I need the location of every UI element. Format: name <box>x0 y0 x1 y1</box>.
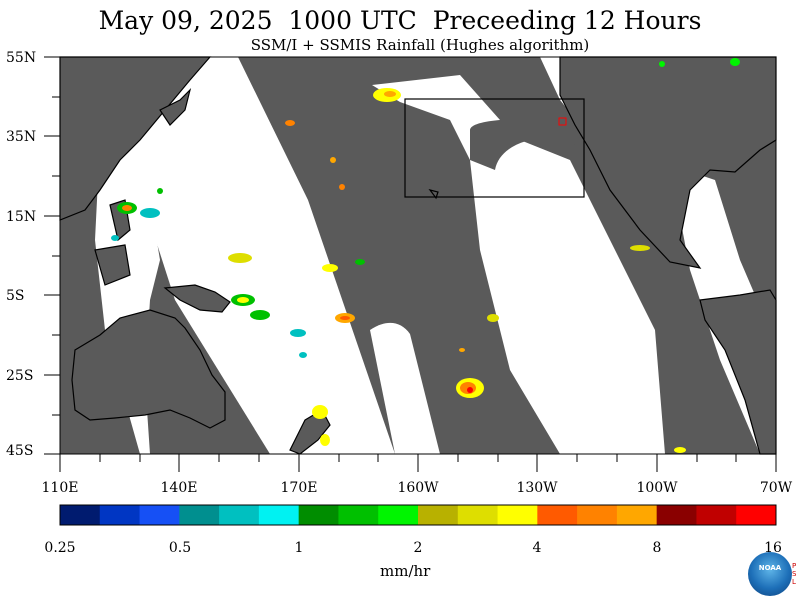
rain-patch <box>228 253 252 263</box>
rain-patch <box>467 387 473 393</box>
rain-patch <box>111 235 119 241</box>
colorbar-swatch <box>99 505 141 525</box>
rain-patch <box>674 447 686 453</box>
lon-label: 170E <box>280 480 318 496</box>
map-subtitle: SSM/I + SSMIS Rainfall (Hughes algorithm… <box>250 36 590 54</box>
colorbar-swatch <box>616 505 658 525</box>
colorbar-swatch <box>736 505 777 525</box>
rain-patch <box>250 310 270 320</box>
colorbar-swatch <box>179 505 220 525</box>
map-title: May 09, 2025 1000 UTC Preceeding 12 Hour… <box>98 6 702 35</box>
rain-patch <box>730 58 740 66</box>
rain-patch <box>157 188 163 194</box>
rain-patch <box>459 348 465 352</box>
colorbar-tick: 0.5 <box>168 540 192 556</box>
colorbar-swatch <box>338 505 379 525</box>
colorbar-frame <box>59 504 777 526</box>
rain-patch <box>285 120 295 126</box>
colorbar-swatch <box>298 505 339 525</box>
rain-patch <box>339 184 345 190</box>
colorbar-swatch <box>219 505 260 525</box>
rain-patch <box>299 352 307 358</box>
rainfall-patches <box>111 58 740 453</box>
rain-patch <box>630 245 650 251</box>
new-guinea <box>163 284 231 313</box>
colorbar-swatch <box>577 505 618 525</box>
rain-patch <box>330 157 336 163</box>
lat-label: 45S <box>6 443 34 459</box>
lon-label: 110E <box>41 480 79 496</box>
rain-patch <box>140 208 160 218</box>
north-america <box>559 56 777 269</box>
rain-patch <box>312 405 328 419</box>
rain-patch <box>320 434 330 446</box>
rain-patch <box>290 329 306 337</box>
lon-label: 160W <box>397 480 439 496</box>
lat-label: 55N <box>6 50 37 66</box>
colorbar-swatch <box>537 505 578 525</box>
lat-label: 25S <box>6 368 34 384</box>
land-masses <box>59 56 777 455</box>
colorbar-tick: 0.25 <box>44 540 76 556</box>
rain-patch <box>355 259 365 265</box>
location-marker <box>558 117 567 126</box>
colorbar-swatch <box>418 505 459 525</box>
colorbar-swatch <box>696 505 737 525</box>
swath-4 <box>372 75 665 454</box>
swath-5 <box>232 233 355 454</box>
rain-patch <box>487 314 499 322</box>
colorbar-swatch <box>378 505 419 525</box>
axis-ticks <box>44 56 777 472</box>
colorbar-swatch <box>457 505 499 525</box>
lon-label: 70W <box>759 480 793 496</box>
colorbar-swatch <box>258 505 300 525</box>
colorbar-swatch <box>656 505 697 525</box>
borneo <box>94 244 131 286</box>
noaa-logo: NOAA <box>748 552 792 596</box>
rain-patch <box>384 91 396 97</box>
lon-label: 100W <box>636 480 678 496</box>
colorbar-swatch <box>139 505 180 525</box>
hawaii <box>428 189 439 200</box>
lon-label: 140E <box>160 480 198 496</box>
colorbar-tick: 4 <box>532 540 542 556</box>
colorbar-tick: 8 <box>652 540 662 556</box>
lon-label: 130W <box>516 480 558 496</box>
lat-label: 35N <box>6 129 37 145</box>
australia <box>71 309 226 429</box>
rain-patch <box>122 205 132 211</box>
rain-patch <box>340 316 350 320</box>
rain-patch <box>659 61 665 67</box>
colorbar-tick: 1 <box>294 540 304 556</box>
lat-label: 15N <box>6 209 37 225</box>
rain-patch <box>322 264 338 272</box>
colorbar <box>60 505 777 525</box>
colorbar-swatch <box>60 505 101 525</box>
japan <box>159 88 192 126</box>
noaa-logo-text: NOAA <box>758 564 782 572</box>
highlight-box <box>404 98 585 198</box>
colorbar-units: mm/hr <box>380 562 431 580</box>
lat-label: 5S <box>6 288 25 304</box>
asia <box>59 56 212 221</box>
rain-patch <box>237 297 249 303</box>
colorbar-swatch <box>497 505 538 525</box>
swath-6 <box>370 322 440 454</box>
colorbar-tick: 2 <box>413 540 423 556</box>
swath-12 <box>470 119 575 170</box>
